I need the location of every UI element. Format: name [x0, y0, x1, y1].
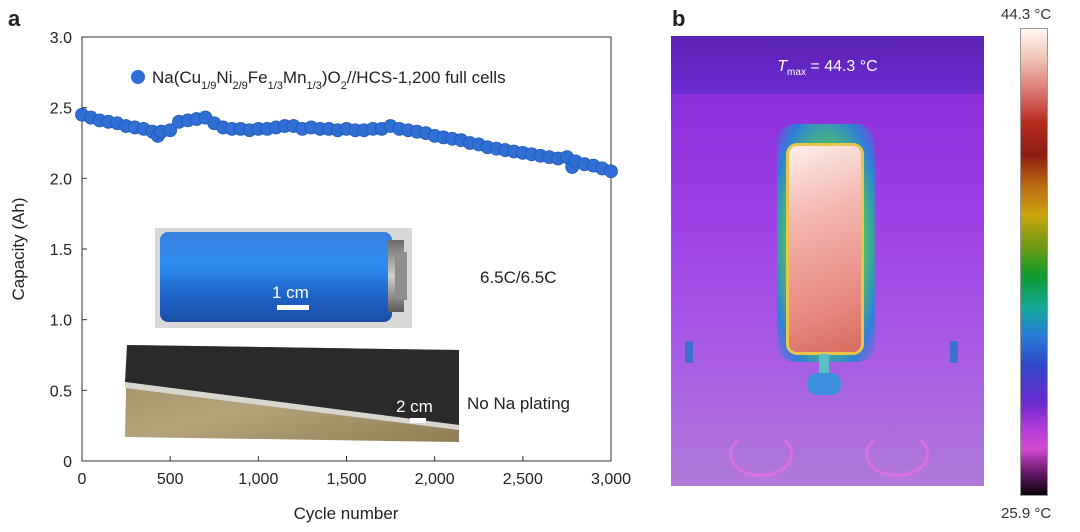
- y-tick-label: 2.0: [50, 171, 72, 188]
- x-tick-label: 2,500: [503, 471, 543, 488]
- rate-label: 6.5C/6.5C: [480, 268, 557, 287]
- x-tick-label: 500: [157, 471, 184, 488]
- data-point: [604, 164, 618, 179]
- y-tick-label: 1.0: [50, 313, 72, 330]
- cell-photo: 1 cm: [155, 228, 412, 328]
- legend-marker: [131, 70, 145, 84]
- x-axis-label: Cycle number: [294, 504, 399, 523]
- colorbar-min-label: 25.9 °C: [1001, 505, 1052, 522]
- y-axis-label: Capacity (Ah): [9, 198, 28, 301]
- x-tick-label: 1,500: [326, 471, 366, 488]
- colorbar-max-label: 44.3 °C: [1001, 6, 1052, 23]
- thermal-image: Tmax = 44.3 °C: [671, 36, 984, 486]
- no-plating-caption: No Na plating: [467, 394, 570, 413]
- panel-letter-b: b: [672, 6, 686, 31]
- electrode-scale-label: 2 cm: [396, 397, 433, 416]
- data-point: [163, 123, 178, 138]
- x-tick-label: 3,000: [591, 471, 631, 488]
- hot-cell-region: [789, 146, 861, 352]
- data-points: [75, 107, 618, 179]
- axis-ticks: 0 500 1,000 1,500 2,000 2,500 3,000 0 0.5 1.0 1.5 2…: [50, 30, 631, 488]
- colorbar: [1020, 28, 1048, 496]
- electrode-photo: 2 cm: [125, 345, 459, 442]
- x-tick-label: 2,000: [415, 471, 455, 488]
- capacity-chart: 0 500 1,000 1,500 2,000 2,500 3,000 0 0.5 1.0 1.5 2…: [9, 30, 631, 523]
- tmax-label: Tmax = 44.3 °C: [777, 58, 878, 79]
- y-tick-label: 0: [63, 454, 72, 471]
- y-tick-label: 0.5: [50, 383, 72, 400]
- x-tick-label: 1,000: [238, 471, 278, 488]
- x-tick-label: 0: [78, 471, 87, 488]
- y-tick-label: 3.0: [50, 30, 72, 47]
- y-tick-label: 1.5: [50, 242, 72, 259]
- cell-scale-label: 1 cm: [272, 283, 309, 302]
- legend-label: Na(Cu1/9Ni2/9Fe1/3Mn1/3)O2//HCS-1,200 fu…: [152, 68, 506, 92]
- y-tick-label: 2.5: [50, 101, 72, 118]
- panel-letter-a: a: [8, 6, 21, 31]
